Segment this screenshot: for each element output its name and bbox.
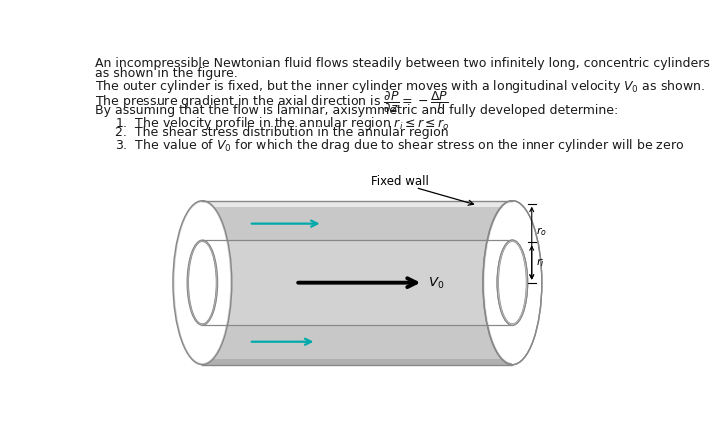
Polygon shape (202, 240, 513, 325)
Ellipse shape (174, 202, 230, 363)
Ellipse shape (485, 202, 540, 363)
Polygon shape (202, 201, 513, 207)
Text: Fixed wall: Fixed wall (371, 175, 429, 188)
Text: as shown in the figure.: as shown in the figure. (94, 67, 238, 80)
Text: 3.  The value of $V_0$ for which the drag due to shear stress on the inner cylin: 3. The value of $V_0$ for which the drag… (114, 137, 684, 154)
Polygon shape (202, 359, 513, 365)
Text: By assuming that the flow is laminar, axisymmetric and fully developed determine: By assuming that the flow is laminar, ax… (94, 104, 618, 117)
Ellipse shape (189, 242, 216, 324)
Polygon shape (202, 201, 513, 365)
Text: An incompressible Newtonian fluid flows steadily between two infinitely long, co: An incompressible Newtonian fluid flows … (94, 57, 709, 70)
Ellipse shape (187, 240, 217, 325)
Ellipse shape (499, 242, 526, 324)
Text: The outer cylinder is fixed, but the inner cylinder moves with a longitudinal ve: The outer cylinder is fixed, but the inn… (94, 78, 705, 95)
Text: $r_i$: $r_i$ (536, 256, 544, 269)
Text: 1.  The velocity profile in the annular region $r_i \leq r \leq r_o$: 1. The velocity profile in the annular r… (114, 115, 449, 132)
Ellipse shape (173, 201, 232, 365)
Ellipse shape (497, 240, 528, 325)
Polygon shape (202, 240, 513, 325)
Ellipse shape (497, 240, 528, 325)
Text: $r_o$: $r_o$ (536, 225, 546, 238)
Text: $V_0$: $V_0$ (428, 276, 444, 291)
Ellipse shape (499, 242, 526, 324)
Text: 2.  The shear stress distribution in the annular region: 2. The shear stress distribution in the … (114, 126, 449, 139)
Text: The pressure gradient in the axial direction is $\dfrac{\partial P}{\partial z} : The pressure gradient in the axial direc… (94, 89, 448, 116)
